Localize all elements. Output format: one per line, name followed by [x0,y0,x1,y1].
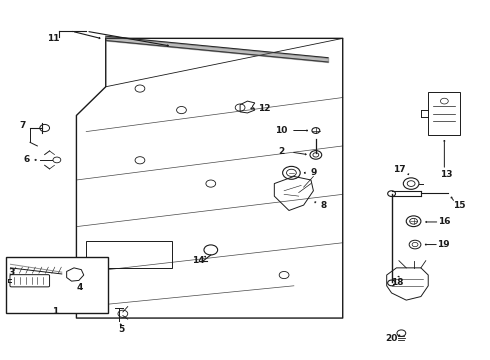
Text: 6: 6 [24,156,30,165]
Bar [5,257,108,313]
Text: 16: 16 [438,217,451,226]
Text: 3: 3 [9,268,15,277]
Text: 4: 4 [76,283,83,292]
Text: 10: 10 [275,126,288,135]
Text: 17: 17 [392,165,405,174]
Text: 2: 2 [278,147,285,156]
Text: 8: 8 [320,201,326,210]
Text: 12: 12 [258,104,271,113]
Text: 5: 5 [119,325,125,334]
Text: 18: 18 [391,278,404,287]
Text: 19: 19 [437,240,450,249]
Text: 15: 15 [453,201,466,210]
Text: 7: 7 [19,121,25,130]
Text: 14: 14 [192,256,205,265]
Text: 1: 1 [52,307,58,316]
Bar [86,241,172,268]
Text: 11: 11 [47,34,59,43]
Text: 9: 9 [310,168,317,177]
Text: 13: 13 [440,170,453,179]
Text: 20: 20 [386,334,398,343]
